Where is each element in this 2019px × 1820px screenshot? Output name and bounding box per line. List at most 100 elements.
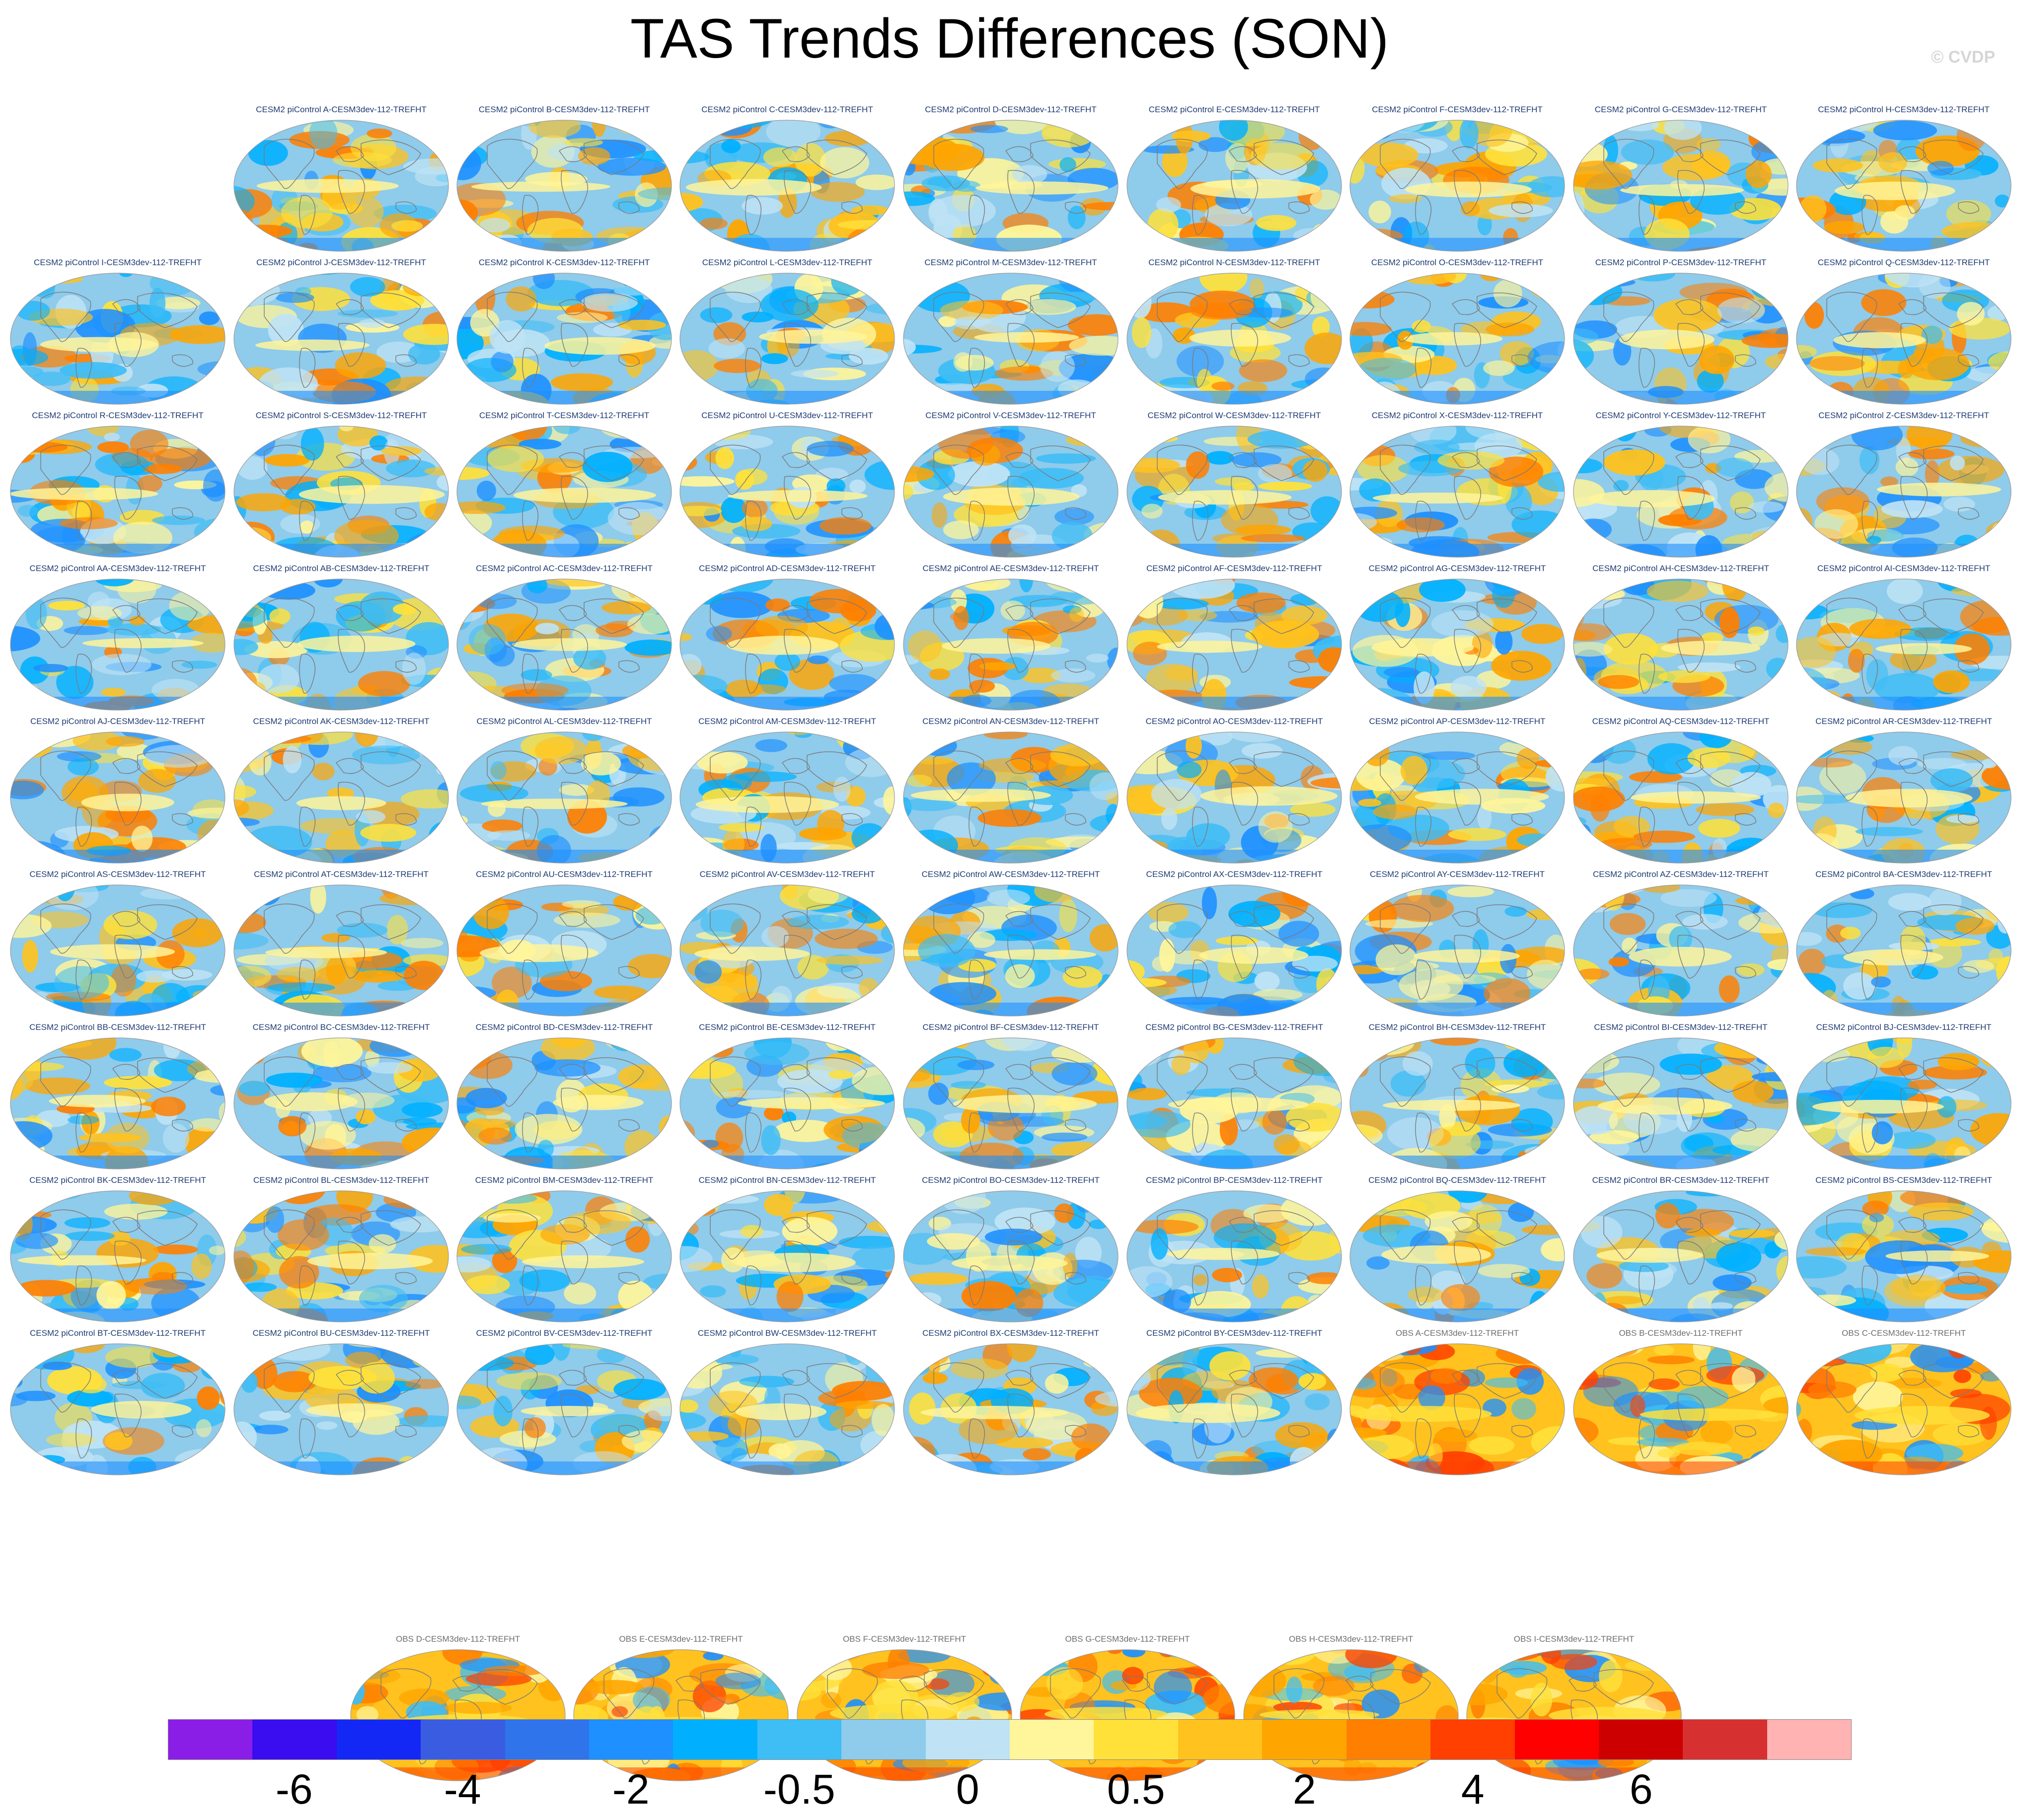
coastline: [1677, 1088, 1705, 1132]
anomaly-patch: [1573, 582, 1594, 591]
anomaly-patch: [1888, 893, 1932, 911]
coastline: [1415, 806, 1432, 847]
map-svg: [679, 1343, 895, 1475]
anomaly-patch: [867, 1310, 893, 1322]
panel-title: CESM2 piControl G-CESM3dev-112-TREFHT: [1594, 105, 1767, 114]
map-border: [1126, 1190, 1342, 1322]
map-svg: [797, 1649, 1012, 1781]
anomaly-patch: [265, 1344, 293, 1350]
anomaly-patch: [96, 1281, 126, 1310]
coastline: [584, 1363, 644, 1399]
anomaly-patch: [404, 960, 444, 990]
map-panel: CESM2 piControl AJ-CESM3dev-112-TREFHT: [6, 716, 229, 869]
anomaly-patch: [1302, 1158, 1334, 1169]
map-border: [1349, 426, 1565, 558]
coastline: [1826, 139, 1877, 189]
anomaly-patch: [1496, 1344, 1553, 1364]
map-panel: CESM2 piControl A-CESM3dev-112-TREFHT: [229, 104, 453, 257]
coastline: [561, 1240, 588, 1285]
anomaly-patch: [1127, 276, 1143, 305]
anomaly-patch: [18, 1455, 34, 1472]
anomaly-patch: [903, 1312, 941, 1322]
anomaly-patch: [877, 1286, 895, 1310]
panel-title: CESM2 piControl BY-CESM3dev-112-TREFHT: [1146, 1328, 1323, 1338]
coastline: [487, 597, 538, 648]
anomaly-patch: [249, 748, 272, 776]
anomaly-patch: [476, 593, 517, 609]
anomaly-patch: [1127, 1319, 1148, 1322]
coastline: [1415, 195, 1432, 235]
anomaly-patch: [1647, 743, 1696, 775]
anomaly-patch: [680, 633, 692, 642]
anomaly-patch: [648, 1406, 672, 1421]
anomaly-patch: [1350, 391, 1565, 404]
panel-title: CESM2 piControl BC-CESM3dev-112-TREFHT: [252, 1022, 430, 1032]
map-border: [1126, 273, 1342, 405]
anomaly-patch: [790, 369, 839, 378]
anomaly-patch: [1302, 1455, 1334, 1475]
coastline: [264, 139, 315, 189]
anomaly-patch: [1927, 160, 1954, 176]
anomaly-patch: [1796, 1441, 1813, 1456]
anomaly-patch: [1933, 1423, 1988, 1446]
map-panel: CESM2 piControl E-CESM3dev-112-TREFHT: [1122, 104, 1346, 257]
anomaly-patch: [457, 929, 468, 945]
panel-title: CESM2 piControl O-CESM3dev-112-TREFHT: [1371, 258, 1544, 267]
anomaly-patch: [1151, 779, 1202, 810]
coastline: [969, 1265, 985, 1306]
anomaly-patch: [1797, 885, 1824, 904]
anomaly-patch: [307, 1252, 433, 1270]
anomaly-patch: [737, 1252, 856, 1272]
anomaly-patch: [367, 1062, 413, 1074]
anomaly-patch: [680, 233, 691, 251]
anomaly-patch: [938, 426, 994, 459]
anomaly-patch: [234, 527, 272, 549]
map-panel: CESM2 piControl N-CESM3dev-112-TREFHT: [1122, 257, 1346, 410]
anomaly-patch: [1410, 426, 1457, 445]
anomaly-patch: [236, 493, 291, 511]
anomaly-patch: [903, 120, 942, 132]
coastline: [1157, 597, 1208, 648]
map-border: [1573, 731, 1789, 864]
map-panel: CESM2 piControl BO-CESM3dev-112-TREFHT: [899, 1175, 1122, 1328]
anomaly-patch: [1796, 426, 1816, 434]
anomaly-patch: [73, 732, 122, 751]
anomaly-patch: [1248, 1650, 1278, 1671]
anomaly-patch: [1586, 1344, 1605, 1348]
map-border: [1796, 1343, 2012, 1475]
anomaly-patch: [1504, 906, 1527, 917]
anomaly-patch: [1835, 181, 1955, 200]
anomaly-patch: [1132, 585, 1163, 619]
anomaly-patch: [707, 1194, 759, 1204]
anomaly-patch: [10, 693, 38, 710]
anomaly-patch: [386, 459, 436, 478]
map-border: [10, 884, 225, 1017]
coastline: [361, 1057, 421, 1093]
anomaly-patch: [1573, 581, 1594, 590]
anomaly-patch: [82, 638, 204, 649]
anomaly-patch: [457, 544, 672, 557]
anomaly-patch: [1127, 1309, 1342, 1322]
panel-title: OBS E-CESM3dev-112-TREFHT: [619, 1634, 743, 1644]
anomaly-patch: [299, 520, 314, 534]
anomaly-patch: [903, 426, 933, 436]
anomaly-patch: [130, 430, 168, 458]
anomaly-patch: [1201, 887, 1217, 920]
anomaly-patch: [830, 397, 872, 404]
coastline: [1005, 452, 1034, 468]
coastline: [969, 654, 985, 694]
anomaly-patch: [945, 1692, 980, 1712]
coastline: [933, 1362, 984, 1413]
anomaly-patch: [1994, 382, 2009, 404]
panel-title: CESM2 piControl AP-CESM3dev-112-TREFHT: [1369, 717, 1546, 726]
coastline: [487, 1056, 538, 1107]
anomaly-patch: [351, 1650, 397, 1666]
anomaly-patch: [1235, 524, 1291, 535]
coastline: [1254, 751, 1314, 787]
coastline: [782, 146, 810, 162]
anomaly-patch: [1944, 1284, 1988, 1294]
anomaly-patch: [617, 319, 666, 331]
anomaly-patch: [1165, 665, 1198, 681]
anomaly-patch: [909, 885, 943, 904]
anomaly-patch: [1573, 885, 1612, 900]
